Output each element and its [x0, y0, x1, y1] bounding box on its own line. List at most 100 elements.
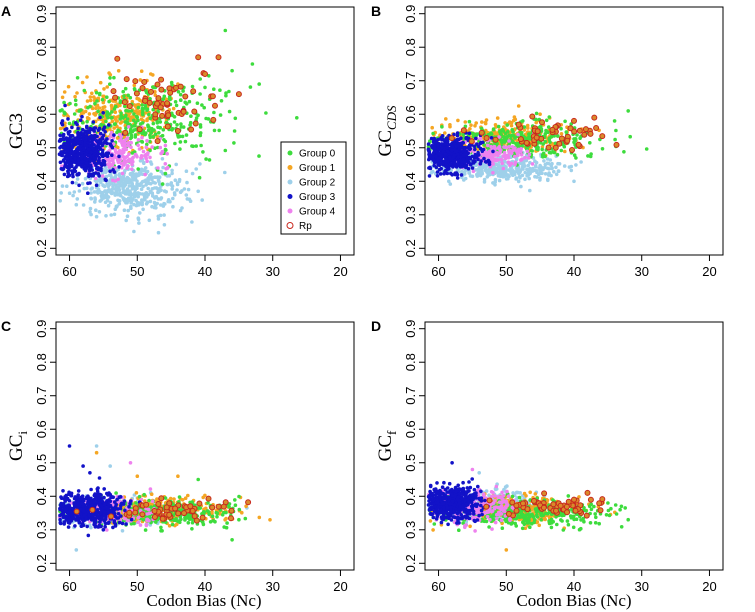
point-group-0 — [112, 75, 116, 80]
point-group-0 — [564, 130, 569, 134]
point-group-2 — [514, 176, 519, 180]
point-group-1 — [136, 112, 140, 116]
point-group-2 — [538, 163, 542, 168]
point-group-2 — [132, 229, 136, 234]
point-group-0 — [116, 128, 120, 133]
point-group-0 — [540, 147, 544, 152]
point-group-0 — [184, 133, 189, 137]
point-group-2 — [143, 198, 147, 202]
point-group-1 — [224, 516, 228, 521]
point-group-0 — [194, 144, 198, 148]
point-group-4 — [150, 499, 155, 504]
point-group-0 — [167, 94, 172, 99]
point-group-4 — [494, 158, 498, 163]
point-rp — [158, 76, 165, 83]
point-group-2 — [486, 171, 490, 176]
point-group-3 — [89, 150, 93, 155]
point-group-0 — [499, 128, 504, 133]
point-group-4 — [124, 147, 129, 152]
point-rp — [210, 116, 217, 123]
point-group-3 — [58, 146, 62, 150]
point-group-3 — [88, 181, 92, 185]
point-group-0 — [474, 132, 478, 137]
point-group-2 — [120, 184, 124, 188]
point-rp — [159, 112, 166, 119]
point-group-1 — [85, 99, 90, 103]
point-group-0 — [129, 133, 134, 138]
point-group-3 — [78, 146, 83, 151]
point-group-0 — [97, 92, 102, 97]
point-group-2 — [123, 168, 127, 173]
point-group-2 — [142, 168, 147, 172]
point-group-2 — [124, 200, 128, 205]
point-group-3 — [96, 150, 100, 155]
point-group-2 — [153, 196, 157, 200]
point-group-3 — [84, 161, 89, 165]
point-group-0 — [227, 89, 231, 94]
point-group-2 — [170, 187, 174, 191]
point-group-2 — [493, 183, 497, 187]
point-group-2 — [109, 173, 113, 178]
point-rp — [195, 54, 202, 61]
point-group-0 — [547, 136, 552, 140]
point-group-2 — [123, 192, 128, 196]
point-group-4 — [121, 154, 125, 159]
point-group-3 — [65, 148, 70, 153]
point-group-4 — [114, 155, 118, 160]
point-group-2 — [71, 193, 75, 198]
point-group-0 — [206, 117, 211, 121]
point-group-2 — [148, 190, 153, 195]
point-group-0 — [210, 514, 215, 519]
point-group-1 — [116, 69, 121, 73]
point-group-3 — [78, 135, 82, 139]
point-group-3 — [96, 128, 101, 132]
point-group-0 — [546, 125, 551, 129]
point-group-4 — [136, 143, 140, 148]
point-group-4 — [501, 166, 506, 171]
point-group-3 — [62, 150, 67, 155]
point-group-0 — [224, 91, 228, 95]
point-group-1 — [167, 524, 172, 528]
point-group-1 — [456, 118, 460, 123]
point-group-3 — [478, 161, 483, 166]
point-group-2 — [523, 170, 527, 175]
point-group-4 — [150, 145, 154, 149]
point-group-2 — [494, 162, 499, 167]
point-group-2 — [542, 159, 546, 163]
panel-letter-b: B — [371, 3, 381, 19]
point-group-3 — [124, 522, 128, 526]
y-tick-label: 0.5 — [34, 139, 49, 157]
point-group-3 — [445, 149, 450, 153]
point-group-4 — [158, 145, 163, 150]
point-group-3 — [452, 142, 457, 147]
point-group-1 — [113, 110, 118, 114]
point-group-0 — [230, 538, 234, 542]
point-group-0 — [179, 122, 183, 126]
point-group-2 — [138, 192, 142, 196]
point-group-0 — [178, 92, 183, 97]
point-group-0 — [463, 124, 468, 129]
point-group-2 — [77, 189, 82, 193]
panel-a: 60 50 40 30 200.20.30.40.50.60.70.80.9GC3AGr… — [1, 3, 355, 279]
point-group-2 — [74, 548, 79, 552]
point-group-2 — [97, 189, 102, 194]
point-rp — [180, 108, 187, 115]
point-group-2 — [498, 167, 503, 171]
point-group-0 — [163, 171, 168, 176]
point-group-0 — [511, 140, 516, 145]
point-rp — [114, 55, 121, 62]
point-group-0 — [190, 84, 195, 89]
point-group-3 — [456, 155, 461, 159]
point-group-3 — [103, 177, 108, 182]
point-group-2 — [477, 168, 481, 172]
point-group-3 — [471, 159, 475, 163]
point-group-0 — [124, 113, 128, 118]
point-group-3 — [80, 165, 84, 169]
point-group-2 — [149, 162, 154, 166]
point-group-4 — [471, 169, 476, 174]
point-group-2 — [90, 186, 94, 190]
y-tick-label: 0.5 — [403, 139, 418, 157]
point-group-0 — [198, 92, 202, 96]
point-group-0 — [574, 156, 578, 160]
point-group-2 — [523, 177, 527, 182]
